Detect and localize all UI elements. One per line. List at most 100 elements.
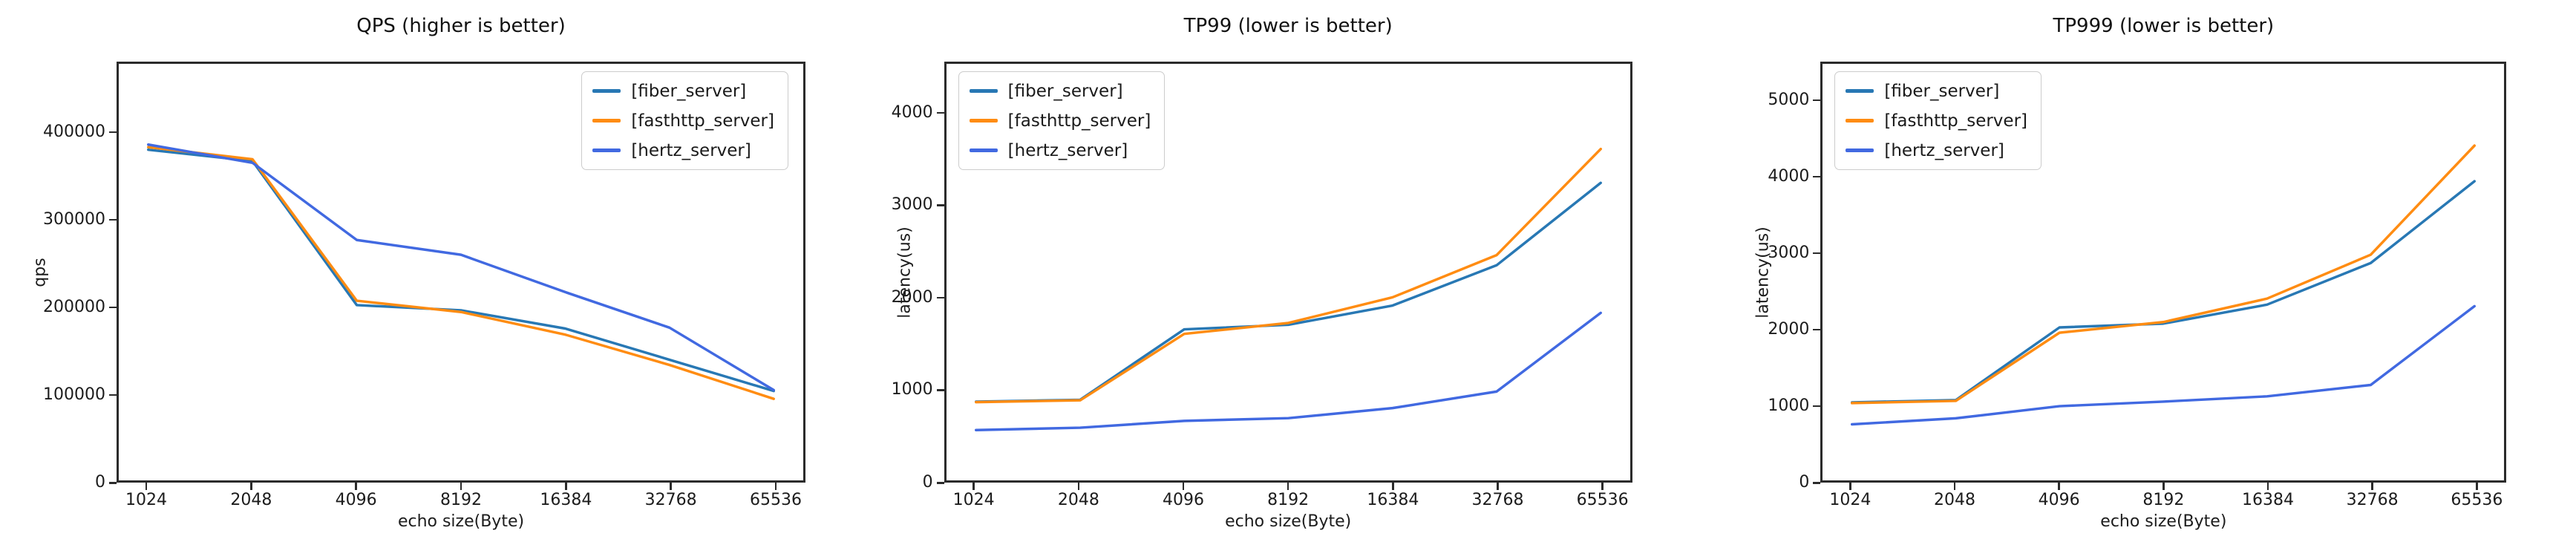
x-tick-label: 1024 <box>1829 491 1871 509</box>
x-tick-label: 16384 <box>1367 491 1419 509</box>
x-tick-label: 65536 <box>2451 491 2503 509</box>
x-tick-mark <box>250 483 252 490</box>
legend-line-swatch <box>592 89 621 93</box>
x-tick-mark <box>972 483 975 490</box>
legend-item: [fasthttp_server] <box>969 109 1151 132</box>
legend-item: [fasthttp_server] <box>592 109 774 132</box>
y-tick-label: 2000 <box>891 287 933 307</box>
x-tick-label: 65536 <box>750 491 802 509</box>
y-tick-label: 3000 <box>891 195 933 215</box>
legend: [fiber_server] [fasthttp_server] [hertz_se… <box>1834 71 2042 170</box>
chart-title: TP99 (lower is better) <box>1183 15 1393 37</box>
x-tick-label: 4096 <box>1163 491 1204 509</box>
x-tick-label: 4096 <box>2038 491 2080 509</box>
legend-label: [fasthttp_server] <box>631 111 774 131</box>
y-tick-mark <box>1813 482 1821 484</box>
legend-label: [fiber_server] <box>631 81 747 101</box>
series-line-fiber_server <box>147 148 775 393</box>
y-tick-mark <box>1813 252 1821 255</box>
legend-label: [hertz_server] <box>1884 140 2004 160</box>
chart-panel-tp99: TP99 (lower is better) latency(us) [fibe… <box>859 0 1718 542</box>
y-tick-label: 0 <box>95 473 105 492</box>
legend-item: [hertz_server] <box>592 139 774 162</box>
y-tick-mark <box>936 389 944 391</box>
chart-panel-tp999: TP999 (lower is better) latency(us) [fib… <box>1717 0 2576 542</box>
legend: [fiber_server] [fasthttp_server] [hertz_se… <box>581 71 788 170</box>
x-tick-mark <box>2163 483 2165 490</box>
series-line-hertz_server <box>974 311 1602 431</box>
x-tick-mark <box>355 483 357 490</box>
legend-item: [fasthttp_server] <box>1846 109 2027 132</box>
x-tick-mark <box>2266 483 2269 490</box>
y-tick-mark <box>1813 175 1821 178</box>
y-tick-mark <box>109 218 117 221</box>
y-tick-label: 2000 <box>1768 319 1810 339</box>
x-tick-label: 2048 <box>1057 491 1099 509</box>
legend-label: [fasthttp_server] <box>1884 111 2028 131</box>
line-chart-svg <box>974 147 1602 431</box>
legend-item: [fiber_server] <box>1846 79 2027 102</box>
x-tick-mark <box>1392 483 1394 490</box>
y-tick-mark <box>936 204 944 206</box>
series-line-fiber_server <box>974 181 1602 403</box>
y-tick-mark <box>936 111 944 114</box>
x-tick-label: 32768 <box>1471 491 1524 509</box>
x-tick-label: 1024 <box>125 491 167 509</box>
y-tick-label: 5000 <box>1768 90 1810 109</box>
legend-item: [fiber_server] <box>592 79 774 102</box>
x-tick-label: 1024 <box>952 491 995 509</box>
y-tick-mark <box>936 296 944 299</box>
x-tick-label: 8192 <box>440 491 482 509</box>
y-tick-label: 1000 <box>1768 396 1810 415</box>
x-tick-mark <box>1287 483 1289 490</box>
x-tick-mark <box>1953 483 1956 490</box>
y-tick-label: 100000 <box>43 385 105 404</box>
x-tick-mark <box>1601 483 1604 490</box>
y-tick-label: 200000 <box>43 297 105 316</box>
series-line-hertz_server <box>1851 304 2477 426</box>
x-tick-label: 8192 <box>1267 491 1310 509</box>
x-tick-label: 4096 <box>335 491 377 509</box>
x-tick-mark <box>2371 483 2373 490</box>
x-tick-mark <box>460 483 462 490</box>
x-tick-label: 65536 <box>1576 491 1629 509</box>
x-tick-mark <box>1182 483 1185 490</box>
y-tick-mark <box>936 482 944 484</box>
legend-label: [fiber_server] <box>1884 81 2000 101</box>
legend-line-swatch <box>969 148 998 152</box>
y-tick-label: 4000 <box>1768 166 1810 186</box>
x-tick-label: 8192 <box>2142 491 2185 509</box>
x-axis-label: echo size(Byte) <box>397 512 525 531</box>
x-tick-mark <box>2058 483 2060 490</box>
legend: [fiber_server] [fasthttp_server] [hertz_se… <box>958 71 1166 170</box>
legend-label: [fiber_server] <box>1007 81 1123 101</box>
y-tick-label: 300000 <box>43 209 105 229</box>
y-tick-label: 4000 <box>891 102 933 122</box>
legend-line-swatch <box>592 119 621 123</box>
x-tick-label: 2048 <box>1934 491 1975 509</box>
legend-line-swatch <box>1846 89 1874 93</box>
y-tick-mark <box>1813 405 1821 408</box>
plot-area: [fiber_server] [fasthttp_server] [hertz_se… <box>117 62 805 483</box>
x-tick-mark <box>1497 483 1499 490</box>
legend-line-swatch <box>1846 119 1874 123</box>
y-tick-mark <box>1813 328 1821 331</box>
series-line-hertz_server <box>147 143 775 392</box>
legend-item: [hertz_server] <box>1846 139 2027 162</box>
y-tick-mark <box>109 482 117 484</box>
x-tick-mark <box>1077 483 1080 490</box>
x-axis-label: echo size(Byte) <box>1225 512 1352 531</box>
legend-item: [hertz_server] <box>969 139 1151 162</box>
y-tick-mark <box>109 131 117 133</box>
chart-panel-qps: QPS (higher is better) qps [fiber_server… <box>0 0 859 542</box>
x-tick-label: 2048 <box>230 491 272 509</box>
y-tick-mark <box>1813 99 1821 102</box>
legend-line-swatch <box>969 89 998 93</box>
line-chart-svg <box>1851 144 2477 426</box>
y-axis-label: qps <box>30 257 50 287</box>
legend-line-swatch <box>592 148 621 152</box>
y-tick-label: 1000 <box>891 380 933 399</box>
series-line-fiber_server <box>1851 180 2477 404</box>
legend-line-swatch <box>969 119 998 123</box>
